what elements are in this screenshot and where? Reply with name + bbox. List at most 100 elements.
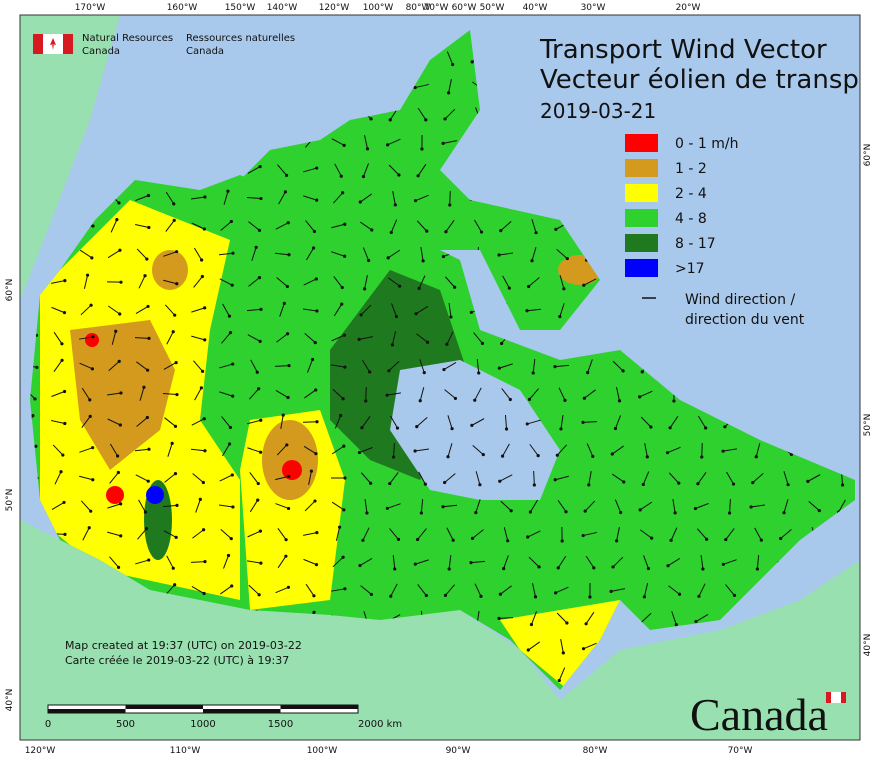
wind-arrow bbox=[503, 555, 509, 569]
wind-arrow-head bbox=[386, 143, 390, 147]
wind-arrow-head bbox=[530, 259, 534, 263]
wind-arrow bbox=[331, 445, 345, 455]
wind-arrow bbox=[472, 445, 484, 455]
wind-arrow-head bbox=[201, 480, 205, 485]
wind-arrow-head bbox=[175, 282, 179, 286]
wind-arrow-head bbox=[285, 332, 290, 336]
wind-arrow-head bbox=[779, 536, 783, 541]
wind-arrow-head bbox=[441, 141, 445, 145]
wind-arrow-head bbox=[146, 368, 150, 372]
wind-arrow bbox=[729, 498, 731, 514]
wind-arrow bbox=[247, 334, 261, 342]
agency: Ressources naturelles bbox=[186, 33, 295, 44]
wind-arrow-head bbox=[229, 219, 233, 224]
wind-arrow-head bbox=[62, 389, 67, 394]
wind-arrow bbox=[30, 415, 34, 429]
wind-arrow-head bbox=[314, 563, 319, 567]
scale-label: 1000 bbox=[190, 719, 215, 730]
wind-arrow-head bbox=[727, 511, 732, 515]
wind-arrow-head bbox=[424, 593, 428, 598]
wind-arrow-head bbox=[450, 427, 454, 431]
wind-arrow bbox=[445, 584, 455, 596]
wind-arrow-head bbox=[258, 529, 262, 533]
lon-label: 40°W bbox=[523, 3, 548, 13]
wind-arrow bbox=[218, 504, 234, 508]
wind-arrow-head bbox=[527, 284, 531, 289]
wind-arrow bbox=[611, 473, 625, 483]
wind-arrow bbox=[697, 472, 707, 484]
wind-arrow bbox=[134, 448, 150, 452]
wind-arrow bbox=[498, 252, 514, 256]
legend-swatch bbox=[625, 234, 658, 252]
wind-arrow bbox=[303, 167, 317, 173]
wind-arrow bbox=[556, 249, 568, 259]
wind-arrow bbox=[555, 586, 569, 594]
wind-arrow-head bbox=[312, 610, 316, 614]
wind-arrow-head bbox=[310, 357, 315, 362]
wind-arrow-head bbox=[622, 480, 626, 484]
wind-arrow-head bbox=[286, 221, 290, 225]
wind-arrow bbox=[531, 219, 537, 233]
wind-arrow bbox=[527, 530, 541, 538]
wind-arrow-head bbox=[285, 284, 289, 289]
wind-arrow bbox=[755, 443, 761, 457]
wind-arrow bbox=[222, 303, 230, 317]
wind-arrow-head bbox=[142, 385, 146, 389]
legend-label: 1 - 2 bbox=[675, 161, 707, 177]
wind-arrow bbox=[444, 108, 456, 120]
wind-arrow-head bbox=[638, 508, 642, 512]
wind-arrow-head bbox=[385, 393, 389, 397]
wind-arrow bbox=[191, 335, 205, 341]
wind-arrow bbox=[220, 221, 232, 231]
wind-arrow-head bbox=[537, 565, 541, 569]
wind-arrow-head bbox=[315, 198, 319, 202]
wind-arrow bbox=[109, 556, 119, 568]
wind-arrow bbox=[783, 471, 789, 485]
wind-arrow-head bbox=[498, 592, 502, 596]
wind-arrow bbox=[668, 472, 680, 484]
wind-arrow-head bbox=[610, 452, 614, 456]
wind-arrow bbox=[754, 527, 762, 541]
wind-arrow-head bbox=[554, 227, 558, 231]
wind-arrow-head bbox=[553, 364, 557, 369]
wind-arrow-head bbox=[87, 526, 91, 530]
wind-arrow bbox=[192, 529, 204, 539]
wind-arrow bbox=[334, 415, 342, 429]
lon-label: 120°W bbox=[25, 746, 56, 756]
wind-arrow-head bbox=[143, 274, 147, 278]
footer-note: Carte créée le 2019-03-22 (UTC) à 19:37 bbox=[65, 654, 289, 667]
wind-arrow bbox=[81, 416, 91, 428]
wind-arrow bbox=[474, 583, 482, 597]
wind-arrow-head bbox=[203, 449, 207, 453]
wind-arrow bbox=[529, 388, 539, 400]
wind-arrow-head bbox=[557, 678, 561, 683]
wind-arrow-head bbox=[369, 481, 373, 485]
wind-arrow-head bbox=[200, 274, 204, 279]
wind-arrow-head bbox=[315, 531, 319, 535]
wind-arrow-head bbox=[697, 594, 701, 598]
wind-arrow-head bbox=[91, 478, 95, 482]
wind-arrow bbox=[616, 387, 620, 401]
wind-arrow bbox=[51, 419, 65, 425]
wind-arrow-head bbox=[228, 331, 233, 335]
wind-arrow-head bbox=[385, 506, 389, 510]
wind-arrow-head bbox=[502, 566, 506, 571]
lon-label: 170°W bbox=[75, 3, 106, 13]
wind-arrow-head bbox=[284, 554, 288, 558]
wind-arrow-head bbox=[341, 555, 345, 559]
wind-arrow bbox=[51, 502, 65, 510]
wind-arrow-head bbox=[479, 230, 484, 234]
wind-arrow bbox=[446, 527, 454, 541]
wind-arrow-head bbox=[367, 258, 371, 263]
wind-arrow-head bbox=[453, 396, 458, 401]
wind-arrow-head bbox=[59, 470, 63, 474]
wind-arrow bbox=[587, 359, 593, 373]
wind-arrow-head bbox=[230, 283, 234, 287]
wind-arrow bbox=[79, 336, 93, 340]
lon-label: 100°W bbox=[363, 3, 394, 13]
wind-arrow bbox=[726, 471, 734, 485]
wind-arrow-head bbox=[806, 479, 810, 483]
wind-arrow bbox=[191, 418, 205, 426]
lon-label: 90°W bbox=[446, 746, 471, 756]
wind-arrow-head bbox=[674, 623, 678, 627]
